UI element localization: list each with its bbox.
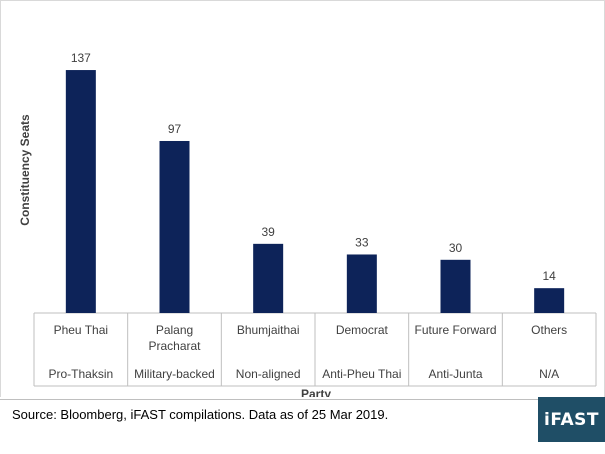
bar-0 [65, 70, 96, 313]
value-label: 39 [261, 225, 275, 239]
footer: Source: Bloomberg, iFAST compilations. D… [0, 397, 605, 454]
category-label: Democrat [336, 323, 389, 337]
group-label: Non-aligned [236, 367, 301, 381]
category-label: Pracharat [148, 339, 201, 353]
value-label: 14 [542, 269, 556, 283]
category-label: Palang [156, 323, 193, 337]
value-label: 137 [71, 51, 91, 65]
category-label: Bhumjaithai [237, 323, 300, 337]
bar-5 [534, 288, 565, 313]
bar-2 [253, 243, 284, 313]
group-label: Pro-Thaksin [48, 367, 113, 381]
bar-chart: 137 Pheu Thai Pro-Thaksin 97 Palang Pracharat… [18, 51, 597, 400]
value-label: 97 [168, 122, 182, 136]
bar-4 [440, 259, 471, 313]
value-label: 33 [355, 235, 369, 249]
source-note: Source: Bloomberg, iFAST compilations. D… [12, 407, 389, 422]
group-label: Anti-Junta [428, 367, 482, 381]
group-label: N/A [539, 367, 559, 381]
category-label: Future Forward [414, 323, 496, 337]
bar-3 [346, 254, 377, 313]
bar-1 [159, 140, 190, 313]
category-label: Others [531, 323, 567, 337]
x-axis-title: Party [301, 387, 331, 400]
value-label: 30 [449, 241, 463, 255]
footer-divider [0, 399, 540, 400]
category-label: Pheu Thai [54, 323, 109, 337]
group-label: Military-backed [134, 367, 215, 381]
group-label: Anti-Pheu Thai [322, 367, 401, 381]
ifast-logo: iFAST [538, 397, 605, 442]
y-axis-title: Constituency Seats [18, 114, 32, 226]
